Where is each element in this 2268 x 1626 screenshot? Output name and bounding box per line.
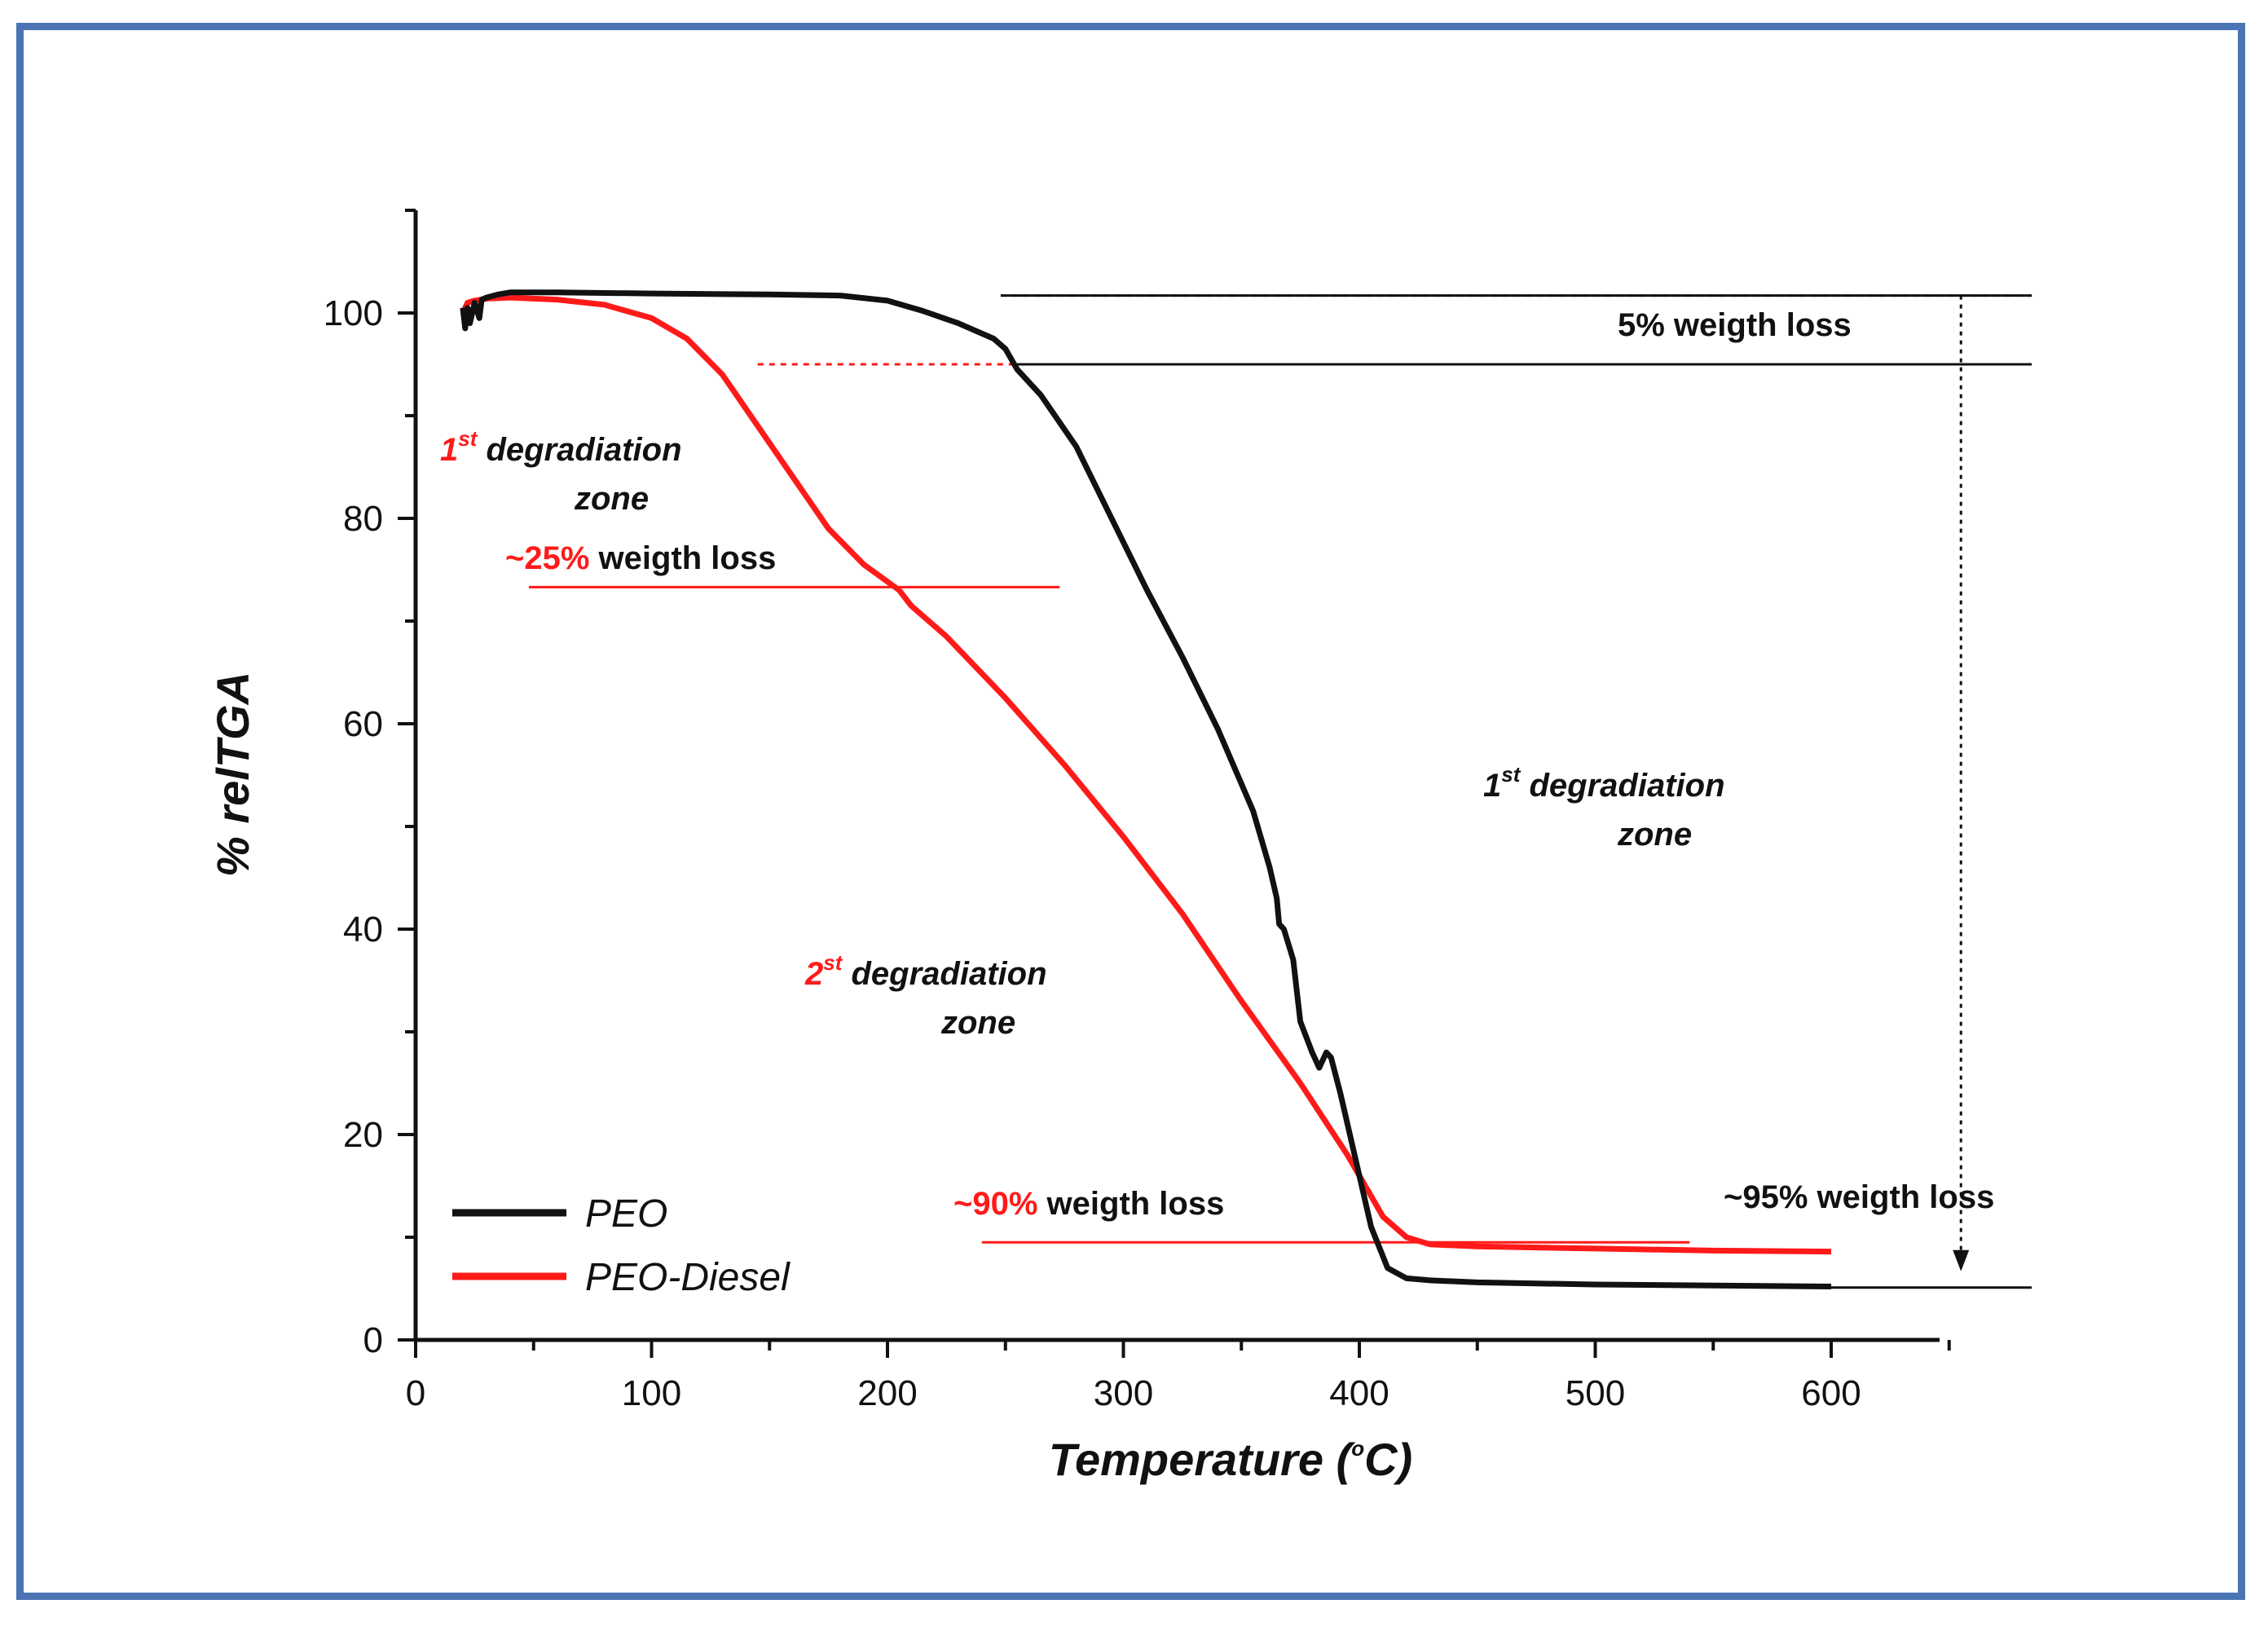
annotation-first-zone-black-num: 1 (1483, 768, 1501, 804)
annotation-first-zone-red-text: degradiation (477, 432, 681, 468)
x-tick-label: 200 (857, 1373, 917, 1413)
y-ticks: 0 20 40 60 80 100 (324, 209, 416, 1360)
annotation-second-zone-red-num: 2 (804, 956, 823, 992)
annotation-first-zone-red: 1st degradiation (440, 426, 682, 468)
x-axis-title-post: C) (1364, 1434, 1412, 1485)
figure-frame (16, 23, 2245, 1600)
x-axis-title-pre: Temperature ( (1049, 1434, 1356, 1485)
x-axis-title-sup: o (1351, 1436, 1364, 1461)
y-axis-title: % relTGA (207, 672, 258, 877)
annotation-second-zone-red-text: degradiation (842, 956, 1046, 992)
x-tick-label: 100 (622, 1373, 681, 1413)
annotation-first-zone-black-line2: zone (1617, 817, 1692, 853)
x-tick-label: 500 (1566, 1373, 1625, 1413)
annotation-loss-25: ~25% weigth loss (505, 540, 776, 576)
annotation-loss-5: 5% weigth loss (1618, 307, 1852, 343)
x-tick-label: 600 (1801, 1373, 1861, 1413)
annotation-second-zone-red-line2: zone (940, 1005, 1015, 1041)
annotation-loss-90: ~90% weigth loss (953, 1186, 1224, 1222)
series-line-peo (460, 289, 1832, 1289)
y-tick-label: 60 (343, 704, 383, 744)
annotation-loss-90-text: weigth loss (1037, 1186, 1224, 1222)
annotation-loss-95: ~95% weigth loss (1724, 1179, 1994, 1215)
legend-label-peo-diesel: PEO-Diesel (585, 1256, 790, 1299)
legend: PEO PEO-Diesel (452, 1192, 790, 1299)
x-axis-title: Temperature (oC) (1049, 1434, 1412, 1485)
annotation-first-zone-black-text: degradiation (1520, 768, 1724, 804)
annotation-first-zone-black: 1st degradiation (1483, 762, 1725, 804)
x-tick-label: 400 (1329, 1373, 1389, 1413)
annotation-second-zone-red-sup: st (823, 950, 843, 975)
reference-lines (528, 294, 2032, 1289)
annotation-first-zone-red-num: 1 (440, 432, 458, 468)
arrow-head (1953, 1249, 1970, 1271)
y-tick-label: 80 (343, 499, 383, 539)
annotation-first-zone-red-line2: zone (574, 481, 649, 517)
x-tick-label: 300 (1094, 1373, 1153, 1413)
annotation-loss-25-pct: ~25% (505, 540, 589, 576)
legend-label-peo: PEO (585, 1192, 667, 1236)
annotation-loss-25-text: weigth loss (589, 540, 776, 576)
x-ticks: 0 100 200 300 400 500 600 (406, 1340, 1951, 1413)
annotation-first-zone-black-sup: st (1501, 762, 1521, 787)
annotation-first-zone-red-sup: st (458, 426, 478, 451)
y-tick-label: 20 (343, 1115, 383, 1155)
series-line-peo-diesel (460, 294, 1832, 1255)
y-tick-label: 40 (343, 910, 383, 950)
x-tick-label: 0 (406, 1373, 425, 1413)
y-tick-label: 100 (324, 293, 383, 333)
annotation-second-zone-red: 2st degradiation (804, 950, 1047, 992)
y-tick-label: 0 (363, 1320, 383, 1360)
annotation-loss-90-pct: ~90% (953, 1186, 1037, 1222)
